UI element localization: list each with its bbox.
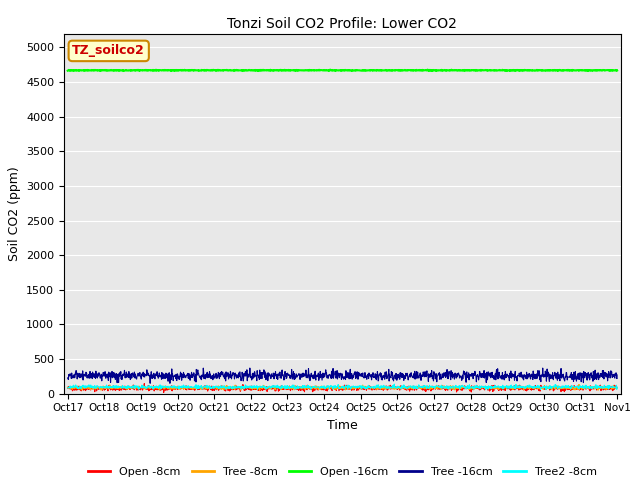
Legend: Open -8cm, Tree -8cm, Open -16cm, Tree -16cm, Tree2 -8cm: Open -8cm, Tree -8cm, Open -16cm, Tree -… (84, 462, 601, 480)
X-axis label: Time: Time (327, 419, 358, 432)
Text: TZ_soilco2: TZ_soilco2 (72, 44, 145, 58)
Y-axis label: Soil CO2 (ppm): Soil CO2 (ppm) (8, 166, 20, 261)
Title: Tonzi Soil CO2 Profile: Lower CO2: Tonzi Soil CO2 Profile: Lower CO2 (227, 17, 458, 31)
